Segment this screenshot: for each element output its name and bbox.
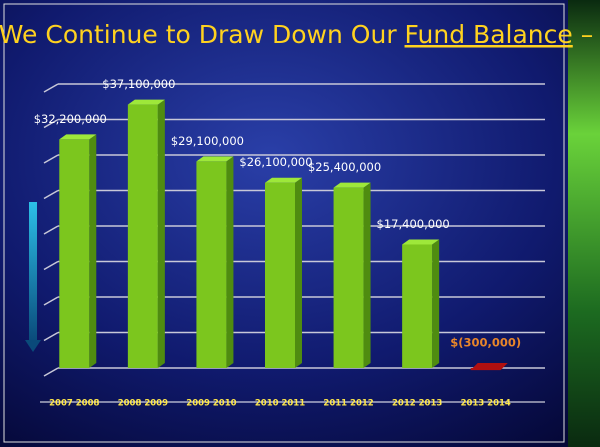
x-tick-label: 2011 2012	[323, 399, 373, 409]
grid-line-end	[43, 331, 59, 342]
chart-title: We Continue to Draw Down Our Fund Balanc…	[0, 20, 593, 49]
bar	[470, 368, 501, 371]
bar-top	[333, 182, 371, 188]
value-label: $32,200,000	[34, 112, 107, 126]
bar-side	[157, 99, 165, 368]
bar	[265, 182, 295, 368]
value-label: $(300,000)	[450, 336, 521, 350]
grid-line-end	[43, 118, 59, 129]
bar	[402, 244, 433, 368]
bar-side	[363, 182, 371, 368]
bar	[127, 104, 158, 368]
x-tick-label: 2010 2011	[255, 399, 305, 409]
value-label: $26,100,000	[239, 155, 312, 169]
x-tick-label: 2009 2010	[186, 399, 236, 409]
bar-side	[226, 156, 234, 368]
x-tick-label: 2012 2013	[392, 399, 442, 409]
grid-line-end	[43, 260, 59, 271]
grid-line-end	[43, 225, 59, 235]
bar-top	[127, 99, 165, 105]
bar-top	[402, 239, 440, 245]
x-tick-label: 2008 2009	[118, 399, 168, 409]
value-label: $37,100,000	[102, 77, 175, 91]
slide-border	[3, 3, 565, 443]
side-strip	[568, 0, 600, 447]
value-label: $29,100,000	[171, 134, 244, 148]
grid-line-end	[43, 154, 59, 164]
grid-line-end	[43, 189, 59, 200]
grid-line-end	[43, 83, 59, 93]
bar-top	[59, 134, 97, 140]
x-tick-label: 2007 2008	[49, 399, 99, 409]
grid-line-end	[43, 367, 59, 377]
bar	[59, 139, 90, 368]
bar-side	[295, 177, 302, 368]
grid-line-end	[43, 296, 59, 306]
value-label: $17,400,000	[377, 217, 450, 231]
bar-side	[89, 134, 97, 368]
bar	[333, 187, 364, 368]
bar	[196, 161, 227, 368]
bar-side	[432, 239, 440, 368]
down-arrow-head	[25, 340, 41, 352]
down-arrow	[29, 202, 37, 342]
value-label: $25,400,000	[308, 160, 381, 174]
x-tick-label: 2013 2014	[461, 399, 511, 409]
bar-top	[196, 156, 234, 162]
bar-top	[265, 177, 302, 183]
